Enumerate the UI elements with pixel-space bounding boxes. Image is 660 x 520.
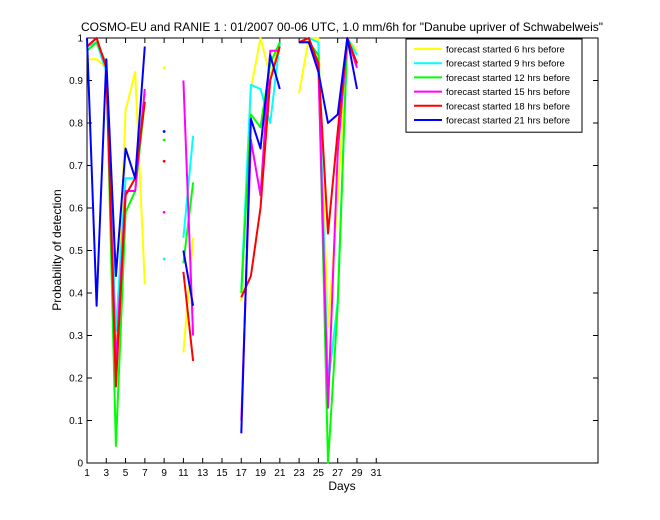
y-tick-label: 0.5 (69, 246, 83, 257)
x-tick-label: 17 (236, 468, 248, 479)
y-axis-label: Probability of detection (50, 189, 64, 310)
x-tick-label: 25 (313, 468, 325, 479)
x-axis-label: Days (328, 479, 355, 493)
legend-box (405, 38, 583, 133)
series-line (240, 41, 281, 294)
y-tick-label: 0.3 (69, 331, 83, 342)
y-tick-label: 0 (77, 459, 83, 470)
series-point (162, 257, 166, 261)
axis-ticks: 1 3 5 7 9 11 13 15 17 19 21 23 25 27 29 3100.10.20.30.4… (69, 34, 598, 479)
y-tick-label: 0.1 (69, 416, 83, 427)
series-line (240, 54, 281, 434)
series-line (182, 237, 195, 353)
series-line (86, 37, 146, 307)
x-tick-label: 13 (197, 468, 209, 479)
series-line (299, 37, 358, 124)
series-line (182, 271, 195, 362)
x-tick-label: 21 (274, 468, 286, 479)
legend-label: forecast started 18 hrs before (446, 101, 570, 112)
legend-label: forecast started 6 hrs before (446, 45, 565, 56)
y-tick-label: 0.6 (69, 204, 83, 215)
x-tick-label: 19 (255, 468, 267, 479)
legend-label: forecast started 12 hrs before (446, 73, 570, 84)
y-tick-label: 1 (77, 34, 83, 45)
y-tick-label: 0.8 (69, 119, 83, 130)
series-point (162, 138, 166, 142)
series-lines (86, 37, 358, 464)
y-tick-label: 0.7 (69, 161, 83, 172)
legend-label: forecast started 15 hrs before (446, 87, 570, 98)
x-tick-label: 1 (84, 468, 90, 479)
x-tick-label: 3 (104, 468, 110, 479)
y-tick-label: 0.4 (69, 289, 83, 300)
series-line (182, 250, 195, 306)
series-line (240, 42, 281, 289)
x-tick-label: 7 (142, 468, 148, 479)
series-point (162, 130, 166, 133)
series-point (162, 66, 166, 70)
series-6 (86, 37, 358, 434)
x-tick-label: 31 (371, 468, 383, 479)
x-tick-label: 15 (216, 468, 228, 479)
x-tick-label: 29 (351, 468, 363, 479)
x-tick-label: 5 (123, 468, 129, 479)
legend-label: forecast started 9 hrs before (446, 59, 565, 70)
y-tick-label: 0.9 (69, 76, 83, 87)
y-tick-label: 0.2 (69, 374, 83, 385)
x-tick-label: 11 (178, 468, 189, 479)
chart-title: COSMO-EU and RANIE 1 : 01/2007 00-06 UTC… (81, 20, 603, 34)
legend-label: forecast started 21 hrs before (446, 116, 570, 127)
legend: forecast started 6 hrs before forecast st… (405, 38, 583, 133)
x-tick-label: 9 (161, 468, 167, 479)
series-point (162, 159, 166, 163)
x-tick-label: 27 (332, 468, 344, 479)
series-point (162, 210, 166, 214)
x-tick-label: 23 (294, 468, 306, 479)
